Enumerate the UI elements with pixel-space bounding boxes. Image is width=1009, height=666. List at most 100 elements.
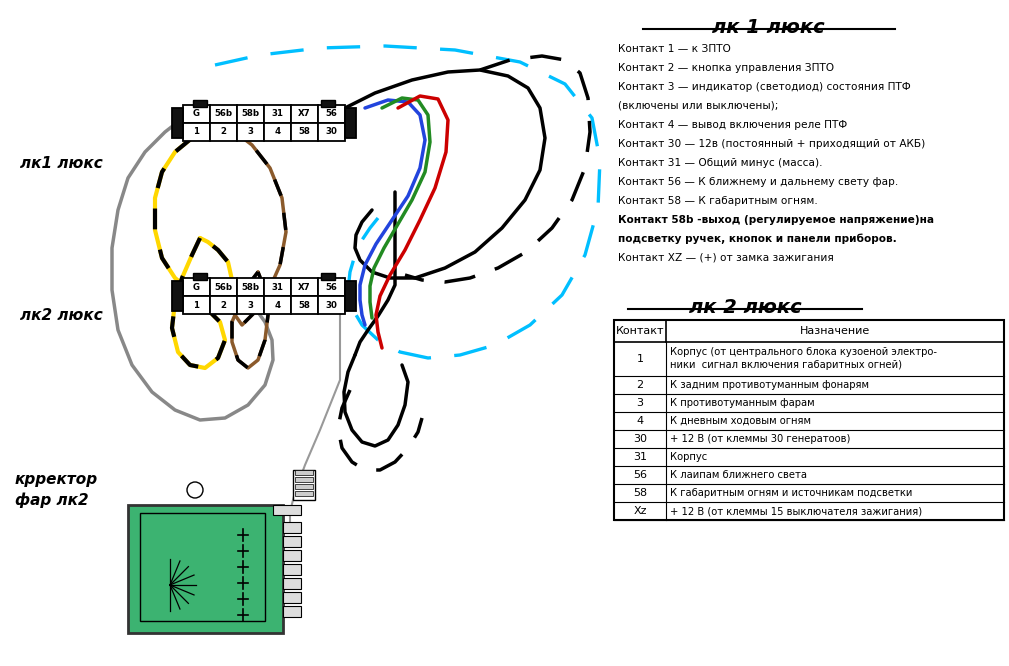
Bar (283, 592, 301, 603)
Text: 30: 30 (633, 434, 647, 444)
Bar (237, 105, 264, 123)
Bar (614, 320, 1004, 520)
Text: G: G (193, 282, 200, 292)
Bar (283, 578, 301, 589)
Bar (264, 296, 291, 314)
Text: G: G (193, 109, 200, 119)
Bar (193, 100, 207, 107)
Bar (140, 513, 265, 621)
Text: К лаипам ближнего света: К лаипам ближнего света (670, 470, 807, 480)
Text: Контакт 31 — Общий минус (масса).: Контакт 31 — Общий минус (масса). (618, 158, 822, 168)
Text: подсветку ручек, кнопок и панели приборов.: подсветку ручек, кнопок и панели приборо… (618, 234, 897, 244)
Bar (210, 278, 237, 296)
Text: К габаритным огням и источникам подсветки: К габаритным огням и источникам подсветк… (670, 488, 912, 498)
Bar (183, 278, 210, 296)
Text: 2: 2 (637, 380, 644, 390)
Bar (291, 278, 318, 296)
Bar (172, 281, 183, 311)
Text: 4: 4 (274, 127, 281, 137)
Text: Контакт 2 — кнопка управления ЗПТО: Контакт 2 — кнопка управления ЗПТО (618, 63, 834, 73)
Text: Контакт 58 — К габаритным огням.: Контакт 58 — К габаритным огням. (618, 196, 817, 206)
Text: 56b: 56b (215, 109, 232, 119)
Text: 56: 56 (326, 282, 337, 292)
Bar (264, 123, 291, 141)
Text: 30: 30 (326, 127, 337, 137)
Text: Контакт 58b -выход (регулируемое напряжение)на: Контакт 58b -выход (регулируемое напряже… (618, 215, 934, 225)
Bar (283, 536, 301, 547)
Text: 3: 3 (637, 398, 644, 408)
Bar (295, 470, 313, 475)
Bar (321, 100, 335, 107)
Text: 3: 3 (247, 300, 253, 310)
Text: 58: 58 (299, 127, 311, 137)
Text: 2: 2 (221, 300, 226, 310)
Text: X7: X7 (298, 109, 311, 119)
Text: К задним противотуманным фонарям: К задним противотуманным фонарям (670, 380, 869, 390)
Bar (295, 491, 313, 496)
Text: 3: 3 (247, 127, 253, 137)
Bar (172, 108, 183, 138)
Bar (264, 105, 291, 123)
Bar (193, 273, 207, 280)
Text: ники  сигнал включения габаритных огней): ники сигнал включения габаритных огней) (670, 360, 902, 370)
Text: лк2 люкс: лк2 люкс (20, 308, 103, 322)
Text: Xz: Xz (634, 506, 647, 516)
Text: лк 1 люкс: лк 1 люкс (711, 18, 824, 37)
Text: Контакт 56 — К ближнему и дальнему свету фар.: Контакт 56 — К ближнему и дальнему свету… (618, 177, 898, 187)
Bar (345, 108, 356, 138)
Text: Контакт: Контакт (615, 326, 664, 336)
Text: 56b: 56b (215, 282, 232, 292)
Text: 58: 58 (299, 300, 311, 310)
Bar (273, 505, 301, 515)
Bar (283, 564, 301, 575)
Text: Корпус (от центрального блока кузоеной электро-: Корпус (от центрального блока кузоеной э… (670, 347, 937, 357)
Bar (237, 296, 264, 314)
Bar (264, 278, 291, 296)
Text: Назначение: Назначение (800, 326, 870, 336)
Text: 31: 31 (271, 282, 284, 292)
Text: Контакт 1 — к ЗПТО: Контакт 1 — к ЗПТО (618, 44, 731, 54)
Text: Корпус: Корпус (670, 452, 707, 462)
Text: 58b: 58b (241, 109, 259, 119)
Text: (включены или выключены);: (включены или выключены); (618, 101, 778, 111)
Text: 1: 1 (194, 300, 200, 310)
Text: + 12 В (от клеммы 15 выключателя зажигания): + 12 В (от клеммы 15 выключателя зажиган… (670, 506, 922, 516)
Bar (295, 477, 313, 482)
Text: 1: 1 (194, 127, 200, 137)
Text: лк1 люкс: лк1 люкс (20, 155, 103, 170)
Bar (291, 123, 318, 141)
Text: 31: 31 (633, 452, 647, 462)
Text: 56: 56 (633, 470, 647, 480)
Text: крректор
фар лк2: крректор фар лк2 (15, 472, 98, 508)
Text: 1: 1 (637, 354, 644, 364)
Bar (128, 505, 283, 633)
Text: 2: 2 (221, 127, 226, 137)
Bar (283, 550, 301, 561)
Text: X7: X7 (298, 282, 311, 292)
Bar (318, 123, 345, 141)
Text: лк 2 люкс: лк 2 люкс (689, 298, 801, 317)
Text: 31: 31 (271, 109, 284, 119)
Bar (293, 470, 315, 500)
Text: Контакт 4 — вывод включения реле ПТФ: Контакт 4 — вывод включения реле ПТФ (618, 120, 848, 130)
Text: К дневным ходовым огням: К дневным ходовым огням (670, 416, 811, 426)
Text: 56: 56 (326, 109, 337, 119)
Bar (283, 606, 301, 617)
Bar (210, 296, 237, 314)
Text: + 12 В (от клеммы 30 генератоов): + 12 В (от клеммы 30 генератоов) (670, 434, 851, 444)
Bar (318, 296, 345, 314)
Bar (291, 296, 318, 314)
Bar (237, 123, 264, 141)
Bar (321, 273, 335, 280)
Text: 4: 4 (274, 300, 281, 310)
Text: 58: 58 (633, 488, 647, 498)
Bar (183, 123, 210, 141)
Text: Контакт XZ — (+) от замка зажигания: Контакт XZ — (+) от замка зажигания (618, 253, 833, 263)
Bar (210, 105, 237, 123)
Bar (318, 105, 345, 123)
Text: 30: 30 (326, 300, 337, 310)
Bar (345, 281, 356, 311)
Text: 4: 4 (637, 416, 644, 426)
Text: 58b: 58b (241, 282, 259, 292)
Text: Контакт 30 — 12в (постоянный + приходящий от АКБ): Контакт 30 — 12в (постоянный + приходящи… (618, 139, 925, 149)
